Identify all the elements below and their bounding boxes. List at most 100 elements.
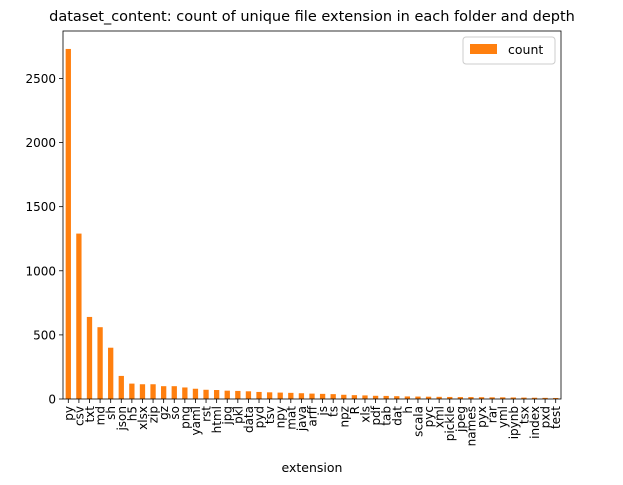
x-tick-label-test: test	[549, 406, 563, 429]
bar-gz	[161, 386, 167, 399]
bar-ts	[330, 394, 336, 399]
x-tick-label-yaml: yaml	[189, 406, 203, 435]
x-tick-label-rar: rar	[486, 406, 500, 423]
bar-txt	[86, 316, 93, 399]
legend-frame	[462, 36, 556, 65]
bar-yml	[500, 397, 506, 399]
bar-xml	[436, 396, 442, 399]
x-tick-label-xml: xml	[433, 406, 447, 428]
x-tick-label-txt: txt	[83, 406, 97, 423]
x-tick-label-h5: h5	[125, 406, 139, 421]
bar-yaml	[192, 388, 199, 399]
bar-data	[245, 391, 252, 399]
bar-json	[118, 375, 124, 399]
x-tick-label-gz: gz	[157, 406, 171, 420]
legend-label: count	[508, 42, 543, 57]
x-tick-label-data: data	[242, 406, 256, 433]
bar-h	[404, 396, 411, 399]
x-tick-label-mat: mat	[284, 406, 298, 430]
bar-pyd	[256, 391, 262, 399]
chart-title: dataset_content: count of unique file ex…	[49, 9, 575, 25]
bar-pyx	[478, 397, 485, 399]
bar-java	[298, 393, 305, 399]
x-tick-label-rst: rst	[200, 406, 214, 422]
legend-swatch	[470, 44, 497, 54]
x-tick-label-index: index	[528, 406, 542, 439]
bar-tab	[383, 395, 389, 399]
bar-pdf	[372, 395, 379, 399]
bar-csv	[76, 233, 82, 399]
x-axis-label: extension	[282, 460, 343, 475]
x-tick-label-pdf: pdf	[369, 405, 383, 425]
y-tick-label: 2000	[25, 136, 56, 150]
bar-h5	[129, 383, 135, 399]
bar-ipynb	[510, 397, 516, 399]
x-tick-label-py: py	[62, 406, 76, 421]
x-tick-label-scala: scala	[411, 406, 425, 437]
bar-xls	[362, 395, 368, 399]
x-tick-label-dat: dat	[390, 406, 404, 426]
x-tick-label-pickle: pickle	[443, 406, 457, 441]
y-tick-label: 1500	[25, 200, 56, 214]
x-tick-label-md: md	[94, 406, 108, 425]
bar-md	[97, 327, 103, 399]
bar-test	[553, 397, 559, 399]
bar-mat	[288, 392, 294, 399]
x-tick-label-names: names	[464, 406, 478, 446]
y-tick-label: 0	[48, 393, 56, 407]
bar-js	[319, 393, 326, 399]
bar-zip	[150, 384, 156, 399]
x-tick-label-jpeg: jpeg	[454, 406, 468, 433]
y-tick-label: 500	[33, 328, 56, 342]
bar-names	[468, 397, 474, 399]
x-tick-label-sh: sh	[104, 406, 118, 420]
plot-frame	[62, 30, 562, 400]
x-tick-label-npz: npz	[337, 406, 351, 428]
y-tick-label: 1000	[25, 264, 56, 278]
bar-pxd	[542, 397, 548, 399]
bar-arff	[309, 393, 315, 399]
x-tick-label-ts: ts	[327, 406, 341, 417]
bar-pickle	[447, 396, 453, 399]
x-tick-label-xls: xls	[358, 406, 372, 423]
x-tick-label-html: html	[210, 406, 224, 433]
x-tick-label-ipynb: ipynb	[507, 406, 521, 439]
x-tick-label-pyd: pyd	[253, 406, 267, 428]
bar-npy	[277, 392, 283, 399]
x-tick-label-so: so	[168, 406, 182, 420]
x-axis: pycsvtxtmdshjsonh5xlsxzipgzsopngyamlrsth…	[62, 399, 563, 446]
bar-py	[65, 48, 71, 399]
x-tick-label-pxd: pxd	[539, 406, 553, 428]
bar-jpg	[224, 390, 230, 399]
bar-jpeg	[457, 397, 463, 399]
legend: count	[462, 36, 556, 65]
x-tick-label-csv: csv	[72, 406, 86, 426]
bar-png	[182, 387, 188, 399]
bar-so	[171, 386, 177, 399]
bar-rst	[203, 389, 209, 399]
x-tick-label-tab: tab	[380, 406, 394, 426]
bar-html	[213, 390, 220, 399]
x-tick-label-npy: npy	[274, 406, 288, 428]
x-tick-label-pyc: pyc	[422, 406, 436, 427]
x-tick-label-h: h	[401, 406, 415, 414]
x-tick-label-arff: arff	[306, 405, 320, 426]
bar-xlsx	[139, 384, 146, 399]
bar-npz	[341, 394, 347, 399]
x-tick-label-js: js	[316, 406, 330, 417]
bar-pkl	[235, 390, 241, 399]
bar-dat	[394, 396, 400, 399]
x-tick-label-pyx: pyx	[475, 406, 489, 428]
x-tick-label-zip: zip	[147, 406, 161, 423]
x-tick-label-xlsx: xlsx	[136, 406, 150, 430]
bars-group	[65, 48, 559, 399]
bar-pyc	[425, 396, 432, 399]
x-tick-label-R: R	[348, 406, 362, 414]
bar-scala	[415, 396, 421, 399]
bar-index	[531, 397, 538, 399]
bar-sh	[108, 347, 114, 399]
y-axis: 0 500 1000 1500 2000 2500	[25, 72, 63, 407]
x-tick-label-json: json	[115, 406, 129, 432]
